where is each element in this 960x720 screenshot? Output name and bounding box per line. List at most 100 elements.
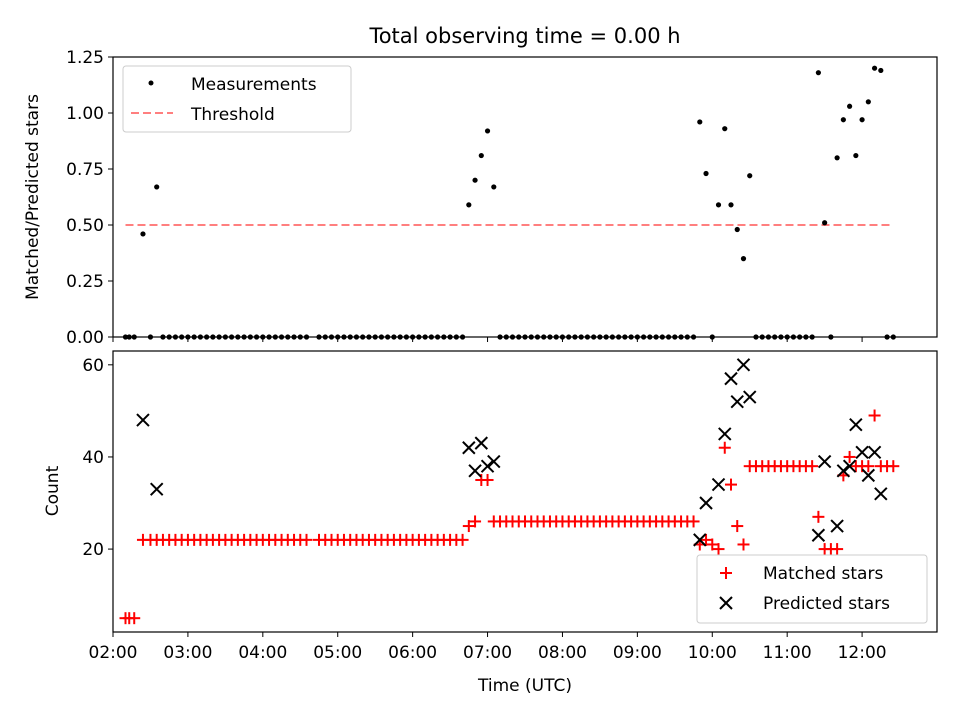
predicted-star-point: [830, 519, 844, 533]
predicted-star-point: [699, 496, 713, 510]
measurement-point: [847, 103, 853, 109]
top-panel: 0.00 0.25 0.50 0.75 1.00 1.25 Matched/Predict…: [23, 48, 938, 348]
predicted-star-point: [693, 533, 707, 547]
legend-measurements-marker: [148, 80, 154, 86]
measurement-point: [822, 220, 828, 226]
predicted-star-point: [855, 445, 869, 460]
predicted-star-point: [718, 427, 732, 441]
measurement-point: [740, 256, 747, 262]
matched-star-point: [128, 612, 141, 625]
matched-star-point: [456, 533, 469, 546]
measurement-point: [859, 117, 865, 123]
measurement-point: [853, 152, 859, 159]
top-y-tick-label: 1.25: [66, 48, 104, 68]
x-tick-label: 02:00: [89, 643, 138, 663]
matched-star-point: [725, 478, 737, 491]
predicted-star-point: [849, 417, 863, 432]
predicted-star-point: [724, 371, 738, 386]
x-tick-label: 09:00: [613, 643, 662, 663]
predicted-star-point: [149, 482, 164, 496]
predicted-star-point: [480, 459, 495, 473]
x-axis-label: Time (UTC): [477, 676, 572, 696]
matched-star-point: [843, 450, 856, 463]
predicted-star-point: [861, 468, 876, 483]
measurement-point: [865, 99, 871, 105]
legend-measurements-label: Measurements: [191, 75, 317, 95]
measurement-point: [697, 119, 703, 125]
matched-star-point: [862, 460, 875, 473]
top-y-tick-label: 0.50: [66, 216, 104, 236]
matched-star-point: [806, 460, 819, 473]
top-x-ticks: [112, 337, 863, 342]
top-y-tick-label: 1.00: [66, 104, 104, 124]
measurement-point: [472, 177, 478, 183]
top-y-tick-label: 0.00: [66, 328, 104, 348]
matched-star-point: [300, 533, 313, 546]
legend-matched-marker: [720, 567, 732, 579]
measurement-point: [840, 117, 846, 123]
legend-predicted-label: Predicted stars: [763, 594, 890, 614]
bottom-y-tick-label: 20: [82, 540, 104, 560]
top-legend: Measurements Threshold: [122, 65, 352, 133]
matched-star-point: [887, 460, 900, 473]
bottom-panel: 20 40 60 02:00 03:00 04:00 05:00 06:00 07:00 08:…: [43, 350, 938, 696]
x-tick-label: 08:00: [538, 643, 587, 663]
bottom-y-ticks: 20 40 60: [82, 356, 113, 560]
predicted-star-point: [736, 358, 751, 372]
bottom-legend: Matched stars Predicted stars: [696, 554, 928, 624]
matched-star-point: [812, 510, 825, 523]
measurement-point: [154, 184, 160, 190]
matched-star-point: [712, 543, 725, 556]
top-y-tick-label: 0.25: [66, 272, 104, 292]
measurement-point: [484, 128, 491, 134]
bottom-y-tick-label: 40: [82, 448, 104, 468]
matched-star-point: [868, 409, 881, 422]
bottom-plot-area: [119, 358, 900, 625]
top-y-ticks: 0.00 0.25 0.50 0.75 1.00 1.25: [66, 48, 113, 348]
measurement-point: [466, 202, 472, 208]
matched-star-point: [469, 515, 482, 528]
x-tick-label: 04:00: [238, 643, 287, 663]
legend-predicted-marker: [719, 596, 733, 610]
predicted-star-point: [474, 436, 489, 450]
matched-star-point: [481, 473, 494, 486]
x-tick-label: 07:00: [463, 643, 512, 663]
matched-star-point: [731, 520, 744, 533]
x-tick-label: 06:00: [388, 643, 437, 663]
measurement-point: [715, 202, 722, 208]
predicted-star-point: [867, 445, 882, 460]
top-y-axis-label: Matched/Predicted stars: [23, 94, 43, 300]
x-tick-label: 11:00: [763, 643, 812, 663]
bottom-legend-frame: [696, 554, 928, 624]
predicted-star-point: [836, 464, 851, 478]
measurement-point: [747, 173, 753, 179]
matched-star-point: [737, 538, 750, 551]
bottom-y-tick-label: 60: [82, 356, 104, 376]
bottom-axes-frame: [112, 350, 938, 633]
predicted-star-point: [811, 528, 826, 542]
matched-star-point: [700, 533, 713, 546]
bottom-x-ticks: 02:00 03:00 04:00 05:00 06:00 07:00 08:00 09:00…: [89, 632, 887, 663]
matched-star-point: [718, 441, 731, 454]
measurement-point: [815, 70, 821, 76]
predicted-star-point: [468, 464, 482, 478]
measurement-point: [478, 152, 484, 159]
measurement-point: [734, 226, 740, 233]
predicted-star-point: [842, 459, 857, 473]
chart-title: Total observing time = 0.00 h: [368, 24, 680, 48]
measurement-point: [491, 184, 497, 190]
measurement-point: [878, 67, 884, 74]
predicted-star-point: [874, 487, 888, 501]
x-tick-label: 03:00: [163, 643, 212, 663]
predicted-star-point: [711, 477, 726, 492]
bottom-y-axis-label: Count: [43, 465, 63, 516]
matched-star-point: [831, 543, 844, 556]
matched-star-point: [687, 515, 700, 528]
measurement-point: [140, 231, 146, 237]
predicted-star-point: [743, 390, 757, 404]
matched-star-point: [462, 520, 475, 533]
legend-matched-label: Matched stars: [763, 564, 883, 584]
x-tick-label: 05:00: [313, 643, 362, 663]
predicted-star-point: [136, 413, 150, 427]
